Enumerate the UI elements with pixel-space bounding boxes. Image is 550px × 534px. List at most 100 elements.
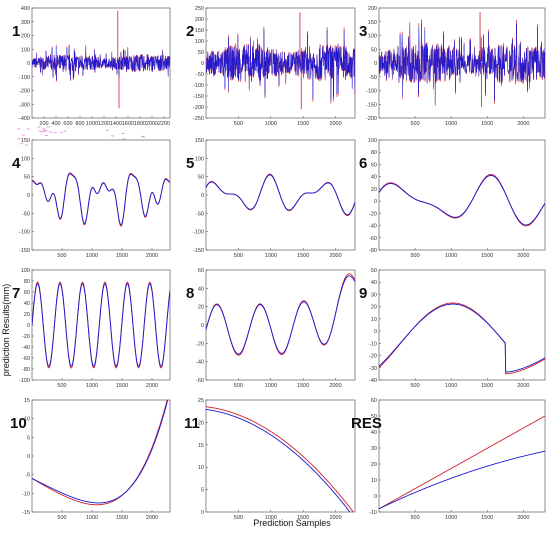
y-tick-label: 20 bbox=[24, 312, 30, 318]
artifact-mark bbox=[105, 129, 109, 131]
y-tick-label: -150 bbox=[366, 102, 377, 108]
series-actual-line bbox=[206, 406, 354, 512]
x-tick-label: 1000 bbox=[265, 253, 277, 259]
y-tick-label: 0 bbox=[27, 193, 30, 199]
y-tick-label: 0 bbox=[374, 329, 377, 335]
y-tick-label: -200 bbox=[19, 89, 30, 95]
x-tick-label: 500 bbox=[234, 515, 243, 521]
panel-label: 3 bbox=[359, 23, 367, 40]
series-predicted-line bbox=[32, 400, 169, 504]
x-tick-label: 2000 bbox=[329, 121, 341, 127]
y-tick-label: 10 bbox=[371, 478, 377, 484]
y-tick-label: 0 bbox=[27, 454, 30, 460]
y-tick-label: 0 bbox=[374, 494, 377, 500]
y-tick-label: -20 bbox=[369, 211, 377, 217]
y-tick-label: 10 bbox=[371, 317, 377, 323]
y-tick-label: 100 bbox=[368, 138, 377, 144]
x-tick-label: 1000 bbox=[265, 383, 277, 389]
x-tick-label: 2000 bbox=[329, 515, 341, 521]
artifact-mark bbox=[48, 131, 52, 133]
y-tick-label: -60 bbox=[196, 378, 204, 384]
x-tick-label: 2000 bbox=[329, 383, 341, 389]
y-tick-label: 100 bbox=[368, 34, 377, 40]
y-tick-label: 60 bbox=[198, 268, 204, 274]
panel-7: 500 1000 1500 2000 -100 -80 -60 -40 -20 0 20 40 60 80… bbox=[12, 268, 171, 389]
y-tick-label: 20 bbox=[371, 305, 377, 311]
y-tick-label: -20 bbox=[22, 334, 30, 340]
series-predicted-line bbox=[379, 23, 545, 103]
artifact-mark bbox=[17, 138, 21, 140]
panel-label: 10 bbox=[10, 415, 27, 432]
x-tick-label: 1800 bbox=[134, 121, 146, 127]
y-tick-label: 15 bbox=[198, 443, 204, 449]
y-tick-label: 150 bbox=[368, 20, 377, 26]
y-tick-label: -50 bbox=[22, 211, 30, 217]
artifact-mark bbox=[47, 126, 51, 128]
panel-label: 1 bbox=[12, 23, 20, 40]
x-tick-label: 500 bbox=[57, 515, 66, 521]
x-tick-label: 2200 bbox=[158, 121, 170, 127]
series-predicted-line bbox=[379, 303, 545, 373]
plot-frame bbox=[31, 399, 171, 513]
x-tick-label: 1000 bbox=[86, 383, 98, 389]
x-tick-label: 1500 bbox=[297, 383, 309, 389]
panel-1: 200 400 600 800 1000 1200 1400 1600 1800 2000 2200… bbox=[12, 6, 171, 149]
x-tick-label: 2000 bbox=[146, 253, 158, 259]
y-tick-label: -10 bbox=[22, 491, 30, 497]
x-tick-label: 1500 bbox=[481, 515, 493, 521]
artifact-mark bbox=[140, 135, 144, 137]
panel-RES: 500 1000 1500 2000 -10 0 10 20 30 40 50 60 RES bbox=[351, 398, 546, 521]
y-tick-label: 100 bbox=[21, 156, 30, 162]
panel-4: 500 1000 1500 2000 -150 -100 -50 0 50 100 150 4 bbox=[12, 138, 171, 259]
y-tick-label: 0 bbox=[201, 193, 204, 199]
y-tick-label: 60 bbox=[24, 290, 30, 296]
y-tick-label: -150 bbox=[193, 94, 204, 100]
x-tick-label: 1400 bbox=[110, 121, 122, 127]
series-predicted-line bbox=[32, 46, 170, 81]
x-tick-label: 1000 bbox=[265, 515, 277, 521]
y-tick-label: 400 bbox=[21, 6, 30, 12]
y-tick-label: -30 bbox=[369, 366, 377, 372]
x-tick-label: 1200 bbox=[98, 121, 110, 127]
plot-frame bbox=[378, 139, 546, 251]
y-tick-label: -50 bbox=[369, 75, 377, 81]
x-tick-label: 500 bbox=[410, 515, 419, 521]
artifact-mark bbox=[53, 131, 57, 133]
panel-9: 500 1000 1500 2000 -40 -30 -20 -10 0 10 20 30 40 50 9 bbox=[359, 268, 546, 389]
artifact-mark bbox=[59, 132, 63, 134]
panel-label: 6 bbox=[359, 155, 367, 172]
y-tick-label: -60 bbox=[369, 236, 377, 242]
y-tick-label: 0 bbox=[27, 61, 30, 67]
x-axis-label: Prediction Samples bbox=[253, 518, 331, 528]
x-tick-label: 1500 bbox=[481, 121, 493, 127]
panel-label: RES bbox=[351, 415, 382, 432]
y-tick-label: -60 bbox=[22, 356, 30, 362]
panel-label: 8 bbox=[186, 285, 194, 302]
y-tick-label: 40 bbox=[198, 286, 204, 292]
y-tick-label: 200 bbox=[195, 17, 204, 23]
x-tick-label: 1500 bbox=[481, 253, 493, 259]
plot-frame bbox=[378, 269, 546, 381]
y-tick-label: 200 bbox=[21, 34, 30, 40]
y-tick-label: 10 bbox=[24, 417, 30, 423]
series-predicted-line bbox=[206, 29, 355, 101]
x-tick-label: 1000 bbox=[265, 121, 277, 127]
y-tick-label: 20 bbox=[371, 187, 377, 193]
plot-frame bbox=[205, 269, 356, 381]
artifact-mark bbox=[38, 130, 42, 132]
y-tick-label: -300 bbox=[19, 102, 30, 108]
y-tick-label: 50 bbox=[371, 268, 377, 274]
y-tick-label: 0 bbox=[374, 61, 377, 67]
x-tick-label: 500 bbox=[234, 121, 243, 127]
x-tick-label: 500 bbox=[234, 383, 243, 389]
x-tick-label: 500 bbox=[410, 121, 419, 127]
x-tick-label: 1500 bbox=[297, 121, 309, 127]
x-tick-label: 500 bbox=[57, 253, 66, 259]
y-tick-label: 100 bbox=[195, 156, 204, 162]
panel-label: 11 bbox=[184, 415, 200, 432]
artifact-mark bbox=[63, 130, 67, 132]
artifact-mark bbox=[20, 143, 24, 145]
panel-label: 2 bbox=[186, 23, 194, 40]
y-tick-label: 5 bbox=[27, 435, 30, 441]
artifact-mark bbox=[121, 132, 125, 134]
